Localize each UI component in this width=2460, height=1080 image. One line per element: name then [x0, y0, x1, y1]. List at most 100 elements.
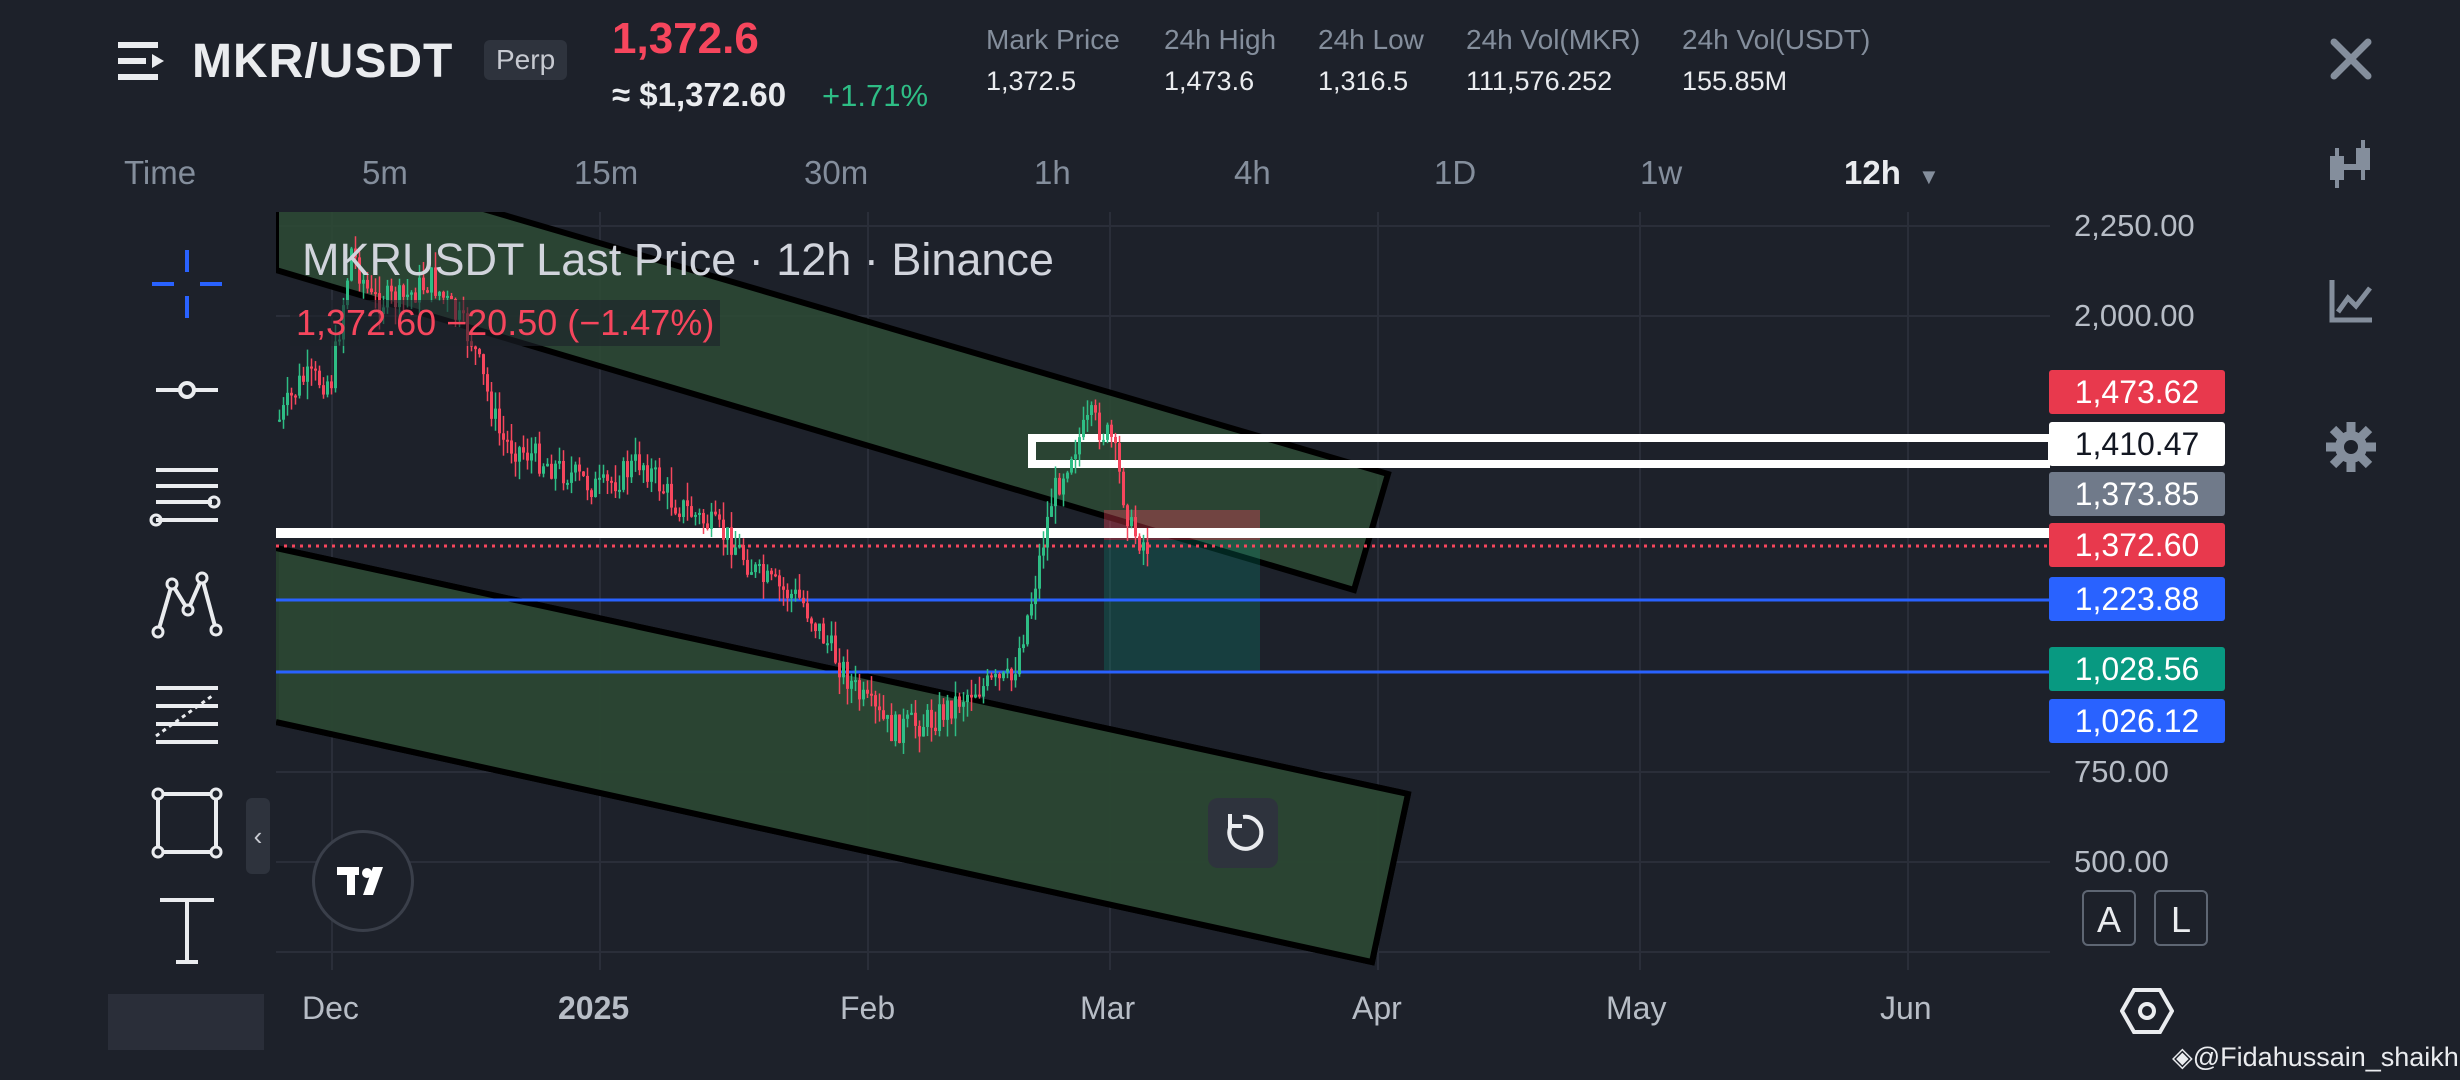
- date-axis-label: Mar: [1080, 990, 1136, 1026]
- settings-gear-icon[interactable]: [2322, 418, 2380, 476]
- stat-label-24h-vol-usdt: 24h Vol(USDT): [1682, 24, 1871, 55]
- candle-body: [842, 661, 845, 678]
- tf-12h-label: 12h: [1844, 154, 1901, 191]
- candle-body: [1098, 412, 1101, 441]
- candle-body: [794, 589, 797, 594]
- candle-body: [1002, 672, 1005, 679]
- chart-settings-hexagon-icon[interactable]: [2120, 984, 2174, 1038]
- fib-retracement-icon[interactable]: [142, 676, 232, 756]
- tf-12h-selected[interactable]: 12h ▼: [1844, 154, 1940, 192]
- text-tool-icon[interactable]: [142, 890, 232, 970]
- log-scale-button[interactable]: L: [2154, 890, 2208, 946]
- candle-body: [1130, 517, 1133, 527]
- candle-body: [666, 483, 669, 493]
- candle-body: [930, 709, 933, 728]
- candle-body: [1066, 472, 1069, 479]
- candle-body: [522, 447, 525, 453]
- candle-body: [406, 294, 409, 297]
- candle-body: [374, 292, 377, 295]
- price-tag-current: 1,372.60: [2049, 523, 2225, 567]
- candle-body: [1010, 668, 1013, 681]
- candle-body: [834, 635, 837, 663]
- tf-30m[interactable]: 30m: [804, 154, 869, 191]
- candle-body: [478, 349, 481, 355]
- toolbar-more-button[interactable]: [108, 994, 264, 1050]
- trend-line-icon[interactable]: [142, 350, 232, 430]
- candle-body: [438, 291, 441, 296]
- crosshair-icon[interactable]: [142, 244, 232, 324]
- candle-body: [446, 295, 449, 298]
- candle-body: [650, 468, 653, 482]
- candle-body: [314, 368, 317, 371]
- candle-body: [570, 472, 573, 483]
- lower-channel-band: [276, 548, 1408, 962]
- candle-body: [582, 471, 585, 476]
- candle-body: [806, 603, 809, 619]
- price-tag-1223: 1,223.88: [2049, 577, 2225, 621]
- candle-body: [766, 570, 769, 582]
- candle-body: [710, 511, 713, 529]
- candle-body: [1126, 505, 1129, 527]
- candle-body: [346, 280, 349, 306]
- last-price: 1,372.6: [612, 14, 759, 63]
- position-box-profit: [1104, 540, 1260, 670]
- candle-body: [734, 547, 737, 555]
- candle-body: [862, 689, 865, 700]
- price-tag-1473: 1,473.62: [2049, 370, 2225, 414]
- candle-body: [626, 461, 629, 478]
- candle-body: [670, 483, 673, 508]
- candle-body: [686, 500, 689, 507]
- rectangle-tool-icon[interactable]: [142, 784, 232, 864]
- tf-1h[interactable]: 1h: [1034, 154, 1071, 191]
- stat-value-24h-vol-mkr: 111,576.252: [1466, 66, 1613, 96]
- candle-body: [390, 285, 393, 292]
- toolbar-collapse-button[interactable]: ‹: [246, 798, 270, 874]
- candle-body: [798, 589, 801, 598]
- tf-1d[interactable]: 1D: [1434, 154, 1477, 191]
- diamond-icon: ◈: [2172, 1042, 2193, 1072]
- candle-body: [586, 475, 589, 491]
- pattern-tool-icon[interactable]: [142, 566, 232, 646]
- tf-5m[interactable]: 5m: [362, 154, 408, 191]
- candle-body: [1146, 542, 1149, 554]
- candle-body: [818, 623, 821, 632]
- close-icon[interactable]: [2328, 36, 2374, 82]
- candle-body: [286, 392, 289, 406]
- candle-body: [370, 288, 373, 293]
- tf-4h[interactable]: 4h: [1234, 154, 1271, 191]
- candle-body: [594, 478, 597, 498]
- candle-body: [898, 714, 901, 743]
- stat-value-24h-low: 1,316.5: [1318, 66, 1409, 96]
- price-tag-1028: 1,028.56: [2049, 647, 2225, 691]
- menu-icon[interactable]: [118, 36, 168, 86]
- candle-body: [914, 712, 917, 726]
- candlestick-chart-icon[interactable]: [2322, 136, 2380, 194]
- reset-chart-icon[interactable]: [1208, 798, 1278, 868]
- candle-body: [1118, 443, 1121, 472]
- candle-body: [1110, 424, 1113, 437]
- candle-body: [1070, 458, 1073, 473]
- candle-body: [554, 463, 557, 479]
- candle-body: [846, 661, 849, 689]
- symbol-title[interactable]: MKR/USDT: [192, 35, 454, 88]
- candle-body: [662, 491, 665, 494]
- price-tag-1373: 1,373.85: [2049, 472, 2225, 516]
- tf-15m[interactable]: 15m: [574, 154, 639, 191]
- price-change-percent: +1.71%: [822, 78, 929, 113]
- tf-1w[interactable]: 1w: [1640, 154, 1683, 191]
- candle-body: [726, 527, 729, 540]
- candle-body: [302, 375, 305, 382]
- candle-body: [618, 489, 621, 492]
- tf-time[interactable]: Time: [124, 154, 197, 191]
- auto-scale-button[interactable]: A: [2082, 890, 2136, 946]
- horizontal-lines-icon[interactable]: [142, 458, 232, 538]
- candle-body: [966, 694, 969, 703]
- candle-body: [322, 385, 325, 395]
- usd-price: ≈ $1,372.60: [612, 76, 787, 113]
- stat-label-24h-high: 24h High: [1164, 24, 1277, 55]
- candle-body: [474, 346, 477, 350]
- candle-body: [1142, 542, 1145, 551]
- candle-body: [578, 464, 581, 472]
- date-axis-label: Jun: [1880, 990, 1932, 1026]
- indicators-icon[interactable]: [2322, 272, 2380, 330]
